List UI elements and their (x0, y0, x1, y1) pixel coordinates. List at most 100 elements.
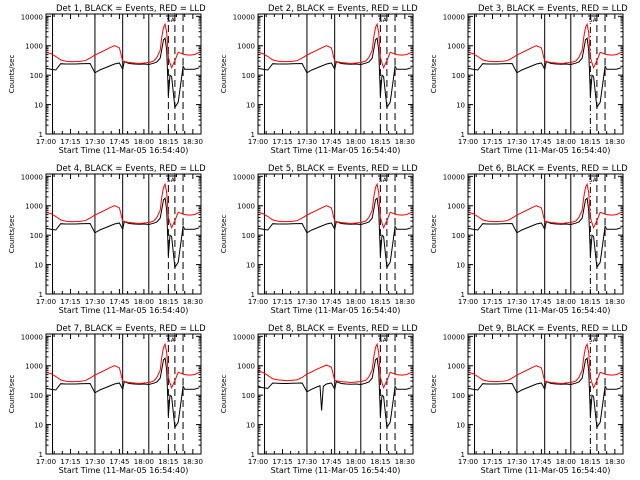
y-tick-label: 1000 (447, 43, 465, 51)
y-tick-label: 10 (456, 422, 465, 430)
x-tick-label: 17:15 (482, 298, 502, 306)
x-tick-label: 18:15 (580, 458, 600, 466)
plot-frame (257, 173, 414, 295)
x-tick-label: 17:45 (531, 138, 551, 146)
y-tick-label: 1 (39, 451, 43, 459)
plot-frame (45, 173, 202, 295)
x-tick-label: 17:15 (482, 138, 502, 146)
y-tick-label: 10 (246, 422, 255, 430)
x-tick-label: 18:30 (605, 298, 625, 306)
x-axis-label: Start Time (11-Mar-05 16:54:40) (271, 306, 401, 315)
x-tick-label: 17:45 (321, 458, 341, 466)
events-series-line (45, 357, 200, 429)
events-series-line (257, 37, 412, 109)
y-tick-label: 1 (461, 291, 465, 299)
saa-label: SA (589, 17, 598, 24)
saa-label: SA (589, 337, 598, 344)
y-tick-label: 10000 (233, 13, 255, 21)
y-tick-label: 1000 (447, 363, 465, 371)
x-tick-label: 18:30 (395, 138, 415, 146)
x-tick-label: 17:00 (458, 458, 478, 466)
panel-title: Det 8, BLACK = Events, RED = LLD (268, 324, 418, 334)
panel-title: Det 3, BLACK = Events, RED = LLD (478, 4, 628, 14)
x-axis-label: Start Time (11-Mar-05 16:54:40) (59, 146, 189, 155)
y-tick-label: 10000 (443, 333, 465, 341)
lld-series-line (45, 22, 200, 70)
lld-series-line (467, 182, 622, 230)
saa-label: SA (379, 17, 388, 24)
x-tick-label: 18:00 (134, 138, 154, 146)
events-series-line (257, 357, 412, 429)
y-tick-label: 10000 (233, 173, 255, 181)
plot-frame (467, 173, 624, 295)
x-tick-label: 18:30 (395, 298, 415, 306)
x-tick-label: 18:30 (605, 138, 625, 146)
x-tick-label: 17:30 (85, 458, 105, 466)
panel-det-6: Det 6, BLACK = Events, RED = LLD Counts/s… (430, 164, 628, 315)
x-tick-label: 17:30 (85, 138, 105, 146)
x-tick-label: 17:00 (36, 458, 56, 466)
x-tick-label: 18:30 (395, 458, 415, 466)
y-tick-label: 1 (39, 131, 43, 139)
events-series-line (467, 197, 622, 269)
x-tick-label: 17:45 (109, 138, 129, 146)
y-tick-label: 1 (251, 131, 255, 139)
x-axis-label: Start Time (11-Mar-05 16:54:40) (271, 146, 401, 155)
lld-series-line (257, 342, 412, 390)
panel-det-1: Det 1, BLACK = Events, RED = LLD Counts/s… (8, 4, 206, 155)
x-tick-label: 17:15 (272, 458, 292, 466)
x-tick-label: 18:15 (370, 458, 390, 466)
saa-label: SA (167, 177, 176, 184)
lld-series-line (45, 182, 200, 230)
x-tick-label: 17:30 (85, 298, 105, 306)
y-tick-label: 1000 (447, 203, 465, 211)
y-tick-label: 10000 (443, 173, 465, 181)
x-axis-label: Start Time (11-Mar-05 16:54:40) (59, 306, 189, 315)
saa-label: SA (167, 337, 176, 344)
y-tick-label: 10 (34, 262, 43, 270)
x-tick-label: 17:00 (458, 298, 478, 306)
panel-title: Det 1, BLACK = Events, RED = LLD (56, 4, 206, 14)
y-tick-label: 10000 (233, 333, 255, 341)
x-tick-label: 17:15 (272, 138, 292, 146)
x-tick-label: 18:00 (346, 458, 366, 466)
panel-title: Det 2, BLACK = Events, RED = LLD (268, 4, 418, 14)
y-tick-label: 1000 (25, 363, 43, 371)
events-series-line (467, 37, 622, 109)
lld-series-line (257, 22, 412, 70)
y-tick-label: 1000 (237, 363, 255, 371)
y-axis-label: Counts/sec (430, 215, 438, 254)
x-axis-label: Start Time (11-Mar-05 16:54:40) (271, 466, 401, 475)
x-axis-label: Start Time (11-Mar-05 16:54:40) (59, 466, 189, 475)
y-axis-label: Counts/sec (220, 215, 228, 254)
x-tick-label: 18:15 (158, 298, 178, 306)
y-tick-label: 10000 (21, 333, 43, 341)
x-tick-label: 17:00 (248, 298, 268, 306)
y-tick-label: 1000 (25, 43, 43, 51)
y-tick-label: 10 (34, 422, 43, 430)
x-axis-label: Start Time (11-Mar-05 16:54:40) (481, 146, 611, 155)
y-tick-label: 10 (456, 102, 465, 110)
x-tick-label: 17:30 (507, 138, 527, 146)
panel-title: Det 7, BLACK = Events, RED = LLD (56, 324, 206, 334)
y-tick-label: 100 (242, 232, 255, 240)
x-tick-label: 17:30 (297, 298, 317, 306)
y-tick-label: 1 (251, 291, 255, 299)
y-tick-label: 10000 (21, 173, 43, 181)
x-tick-label: 17:15 (60, 298, 80, 306)
panel-det-7: Det 7, BLACK = Events, RED = LLD Counts/s… (8, 324, 206, 475)
x-tick-label: 17:00 (36, 298, 56, 306)
x-axis-label: Start Time (11-Mar-05 16:54:40) (481, 466, 611, 475)
x-axis-label: Start Time (11-Mar-05 16:54:40) (481, 306, 611, 315)
y-axis-label: Counts/sec (430, 55, 438, 94)
plot-frame (45, 13, 202, 135)
y-axis-label: Counts/sec (430, 375, 438, 414)
x-tick-label: 17:15 (60, 458, 80, 466)
panel-title: Det 9, BLACK = Events, RED = LLD (478, 324, 628, 334)
y-tick-label: 100 (242, 392, 255, 400)
y-tick-label: 100 (30, 232, 43, 240)
x-tick-label: 17:15 (272, 298, 292, 306)
y-axis-label: Counts/sec (8, 375, 16, 414)
plot-frame (257, 13, 414, 135)
